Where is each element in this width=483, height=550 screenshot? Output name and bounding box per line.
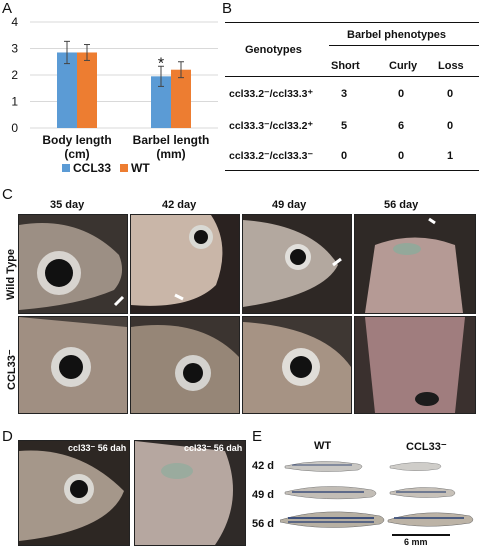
bar-wt-0: [77, 52, 97, 128]
row-label-56d: 56 d: [252, 518, 275, 530]
day-label-49: 49 day: [272, 199, 307, 211]
header-rule: [225, 76, 479, 77]
x-category-label-1-0: Barbel length: [133, 133, 210, 147]
x-category-label-1-1: (mm): [156, 147, 185, 161]
row1-loss: 0: [447, 88, 454, 100]
row-label-ccl33: CCL33⁻: [6, 349, 18, 390]
y-tick-label-0: 0: [11, 121, 18, 135]
y-tick-label-2: 2: [11, 68, 18, 82]
photo-ccl33-49d: [242, 316, 352, 414]
row-label-42d: 42 d: [252, 460, 275, 472]
bar-wt-1: [171, 69, 191, 128]
x-category-label-0-1: (cm): [64, 147, 89, 161]
photo-wt-49d: [242, 214, 352, 314]
table-top-rule: [225, 22, 479, 23]
row2-loss: 0: [447, 120, 454, 132]
scale-bar-label: 6 mm: [404, 537, 428, 547]
panel-label-a: A: [2, 0, 13, 17]
legend-swatch-ccl33: [62, 164, 70, 172]
col-header-genotypes: Genotypes: [245, 44, 302, 56]
row3-loss: 1: [447, 150, 454, 162]
fish-growth-panel: [280, 461, 474, 528]
fish-wt-49d: [284, 486, 377, 500]
fish-wt-42d: [284, 461, 363, 472]
row-label-wild-type: Wild Type: [5, 248, 17, 300]
col-header-loss: Loss: [438, 60, 464, 72]
photo-d-right: [134, 440, 246, 546]
legend-label-wt: WT: [131, 161, 150, 175]
col-header-curly: Curly: [389, 60, 418, 72]
group-rule: [329, 45, 479, 46]
table-bottom-rule: [225, 170, 479, 171]
y-tick-label-1: 1: [11, 95, 18, 109]
row3-short: 0: [341, 150, 348, 162]
col-label-wt: WT: [314, 440, 332, 452]
row1-short: 3: [341, 88, 348, 100]
legend-label-ccl33: CCL33: [73, 161, 111, 175]
row-geno-1: ccl33.2⁻/ccl33.3⁺: [229, 88, 314, 100]
genotype-phenotype-table: Genotypes Barbel phenotypes Short Curly …: [225, 22, 479, 172]
fish-ccl33-42d: [389, 462, 442, 471]
panel-label-e: E: [252, 428, 263, 445]
col-header-short: Short: [331, 60, 360, 72]
fish-wt-56d: [280, 511, 385, 528]
inset-label-d-left: ccl33⁻ 56 dah: [68, 443, 127, 453]
panel-label-b: B: [222, 0, 233, 17]
chart-marks: [57, 40, 191, 172]
day-label-42: 42 day: [162, 199, 197, 211]
inset-label-d-right: ccl33⁻ 56 dah: [184, 443, 243, 453]
bar-ccl33-0: [57, 52, 77, 128]
row2-curly: 6: [398, 120, 405, 132]
y-tick-label-4: 4: [11, 15, 18, 29]
scale-bar: [392, 534, 450, 536]
bar-chart: 0 1 2 3 4 Body length(cm) * Barbel length(mm) CC…: [11, 15, 218, 175]
panel-label-d: D: [2, 428, 13, 445]
row-geno-2: ccl33.3⁻/ccl33.2⁺: [229, 120, 314, 132]
col-header-barbel-phenotypes: Barbel phenotypes: [347, 29, 447, 41]
row-geno-3: ccl33.2⁻/ccl33.3⁻: [229, 150, 314, 162]
row1-curly: 0: [398, 88, 405, 100]
chart-labels: 0 1 2 3 4 Body length(cm) * Barbel length(mm) CC…: [11, 15, 209, 175]
photo-wt-42d: [130, 214, 240, 314]
row2-short: 5: [341, 120, 348, 132]
col-label-ccl33: CCL33⁻: [406, 441, 447, 453]
photo-ccl33-56d: [354, 316, 476, 414]
y-tick-label-3: 3: [11, 42, 18, 56]
bar-ccl33-1: [151, 76, 171, 128]
x-category-label-0-0: Body length: [42, 133, 111, 147]
legend-swatch-wt: [120, 164, 128, 172]
photo-wt-56d: [354, 214, 476, 314]
row3-curly: 0: [398, 150, 405, 162]
fish-ccl33-56d: [387, 512, 474, 527]
day-label-56: 56 day: [384, 199, 419, 211]
photo-wt-35d: [18, 214, 128, 314]
significance-star: *: [158, 55, 164, 72]
row-label-49d: 49 d: [252, 489, 275, 501]
photo-ccl33-35d: [18, 316, 128, 414]
fish-ccl33-49d: [389, 487, 456, 498]
day-label-35: 35 day: [50, 199, 85, 211]
photo-ccl33-42d: [130, 316, 240, 414]
panel-label-c: C: [2, 186, 13, 203]
photo-d-left: [18, 440, 130, 546]
